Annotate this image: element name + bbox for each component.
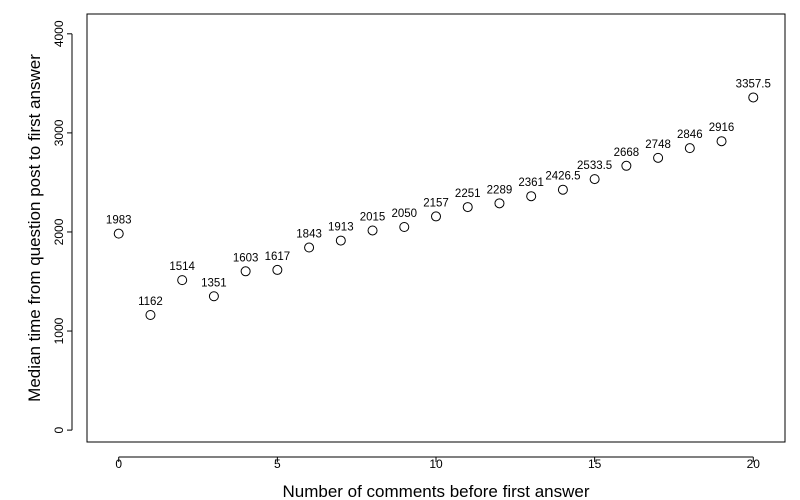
data-label: 2426.5 <box>545 171 580 183</box>
data-point <box>335 235 346 246</box>
data-point <box>462 202 473 213</box>
data-point <box>367 225 378 236</box>
data-label: 2846 <box>677 129 703 141</box>
x-tick-label: 15 <box>588 457 602 471</box>
data-label: 1913 <box>328 222 354 234</box>
data-label: 1843 <box>296 229 322 241</box>
y-axis-title: Median time from question post to first … <box>25 54 44 402</box>
data-point <box>145 309 156 320</box>
data-labels: 1983 1162 1514 1351 1603 1617 1843 1913 2015 2050… <box>106 78 771 308</box>
data-point <box>113 228 124 239</box>
x-axis: 0 5 10 15 20 <box>115 456 761 471</box>
y-axis: 0 1000 2000 3000 4000 <box>52 20 73 433</box>
data-label: 1162 <box>138 296 163 308</box>
data-point <box>526 191 537 202</box>
data-point <box>589 174 600 185</box>
data-label: 2748 <box>645 139 671 151</box>
data-label: 2361 <box>518 177 544 189</box>
data-label: 1351 <box>201 277 227 289</box>
data-point <box>208 291 219 302</box>
x-tick-label: 5 <box>274 457 281 471</box>
data-label: 2157 <box>423 197 449 209</box>
y-tick-label: 3000 <box>52 119 66 146</box>
data-label: 1603 <box>233 252 259 264</box>
y-tick-label: 0 <box>52 426 66 433</box>
data-point <box>716 136 727 147</box>
data-label: 1617 <box>265 251 291 263</box>
data-point <box>748 92 759 103</box>
data-label: 2289 <box>487 184 513 196</box>
data-label: 2916 <box>709 122 735 134</box>
data-label: 2668 <box>614 147 640 159</box>
data-point <box>684 143 695 154</box>
data-label: 2251 <box>455 188 481 200</box>
data-point <box>304 242 315 253</box>
data-point <box>494 198 505 209</box>
x-tick-label: 0 <box>115 457 122 471</box>
x-axis-title: Number of comments before first answer <box>282 482 589 500</box>
y-tick-label: 1000 <box>52 317 66 344</box>
data-label: 3357.5 <box>736 78 771 90</box>
data-point <box>399 222 410 233</box>
y-tick-label: 4000 <box>52 20 66 47</box>
plot-frame <box>86 13 786 443</box>
x-tick-label: 20 <box>747 457 761 471</box>
data-point <box>621 160 632 171</box>
x-tick-label: 10 <box>429 457 443 471</box>
data-label: 2050 <box>391 208 417 220</box>
data-point <box>177 275 188 286</box>
data-point <box>557 184 568 195</box>
data-point <box>272 264 283 275</box>
data-label: 2533.5 <box>577 160 612 172</box>
y-tick-label: 2000 <box>52 218 66 245</box>
data-points <box>113 92 759 320</box>
data-label: 1983 <box>106 215 132 227</box>
data-point <box>653 152 664 163</box>
data-point <box>240 266 251 277</box>
data-label: 2015 <box>360 211 386 223</box>
data-label: 1514 <box>169 261 195 273</box>
data-point <box>431 211 441 222</box>
